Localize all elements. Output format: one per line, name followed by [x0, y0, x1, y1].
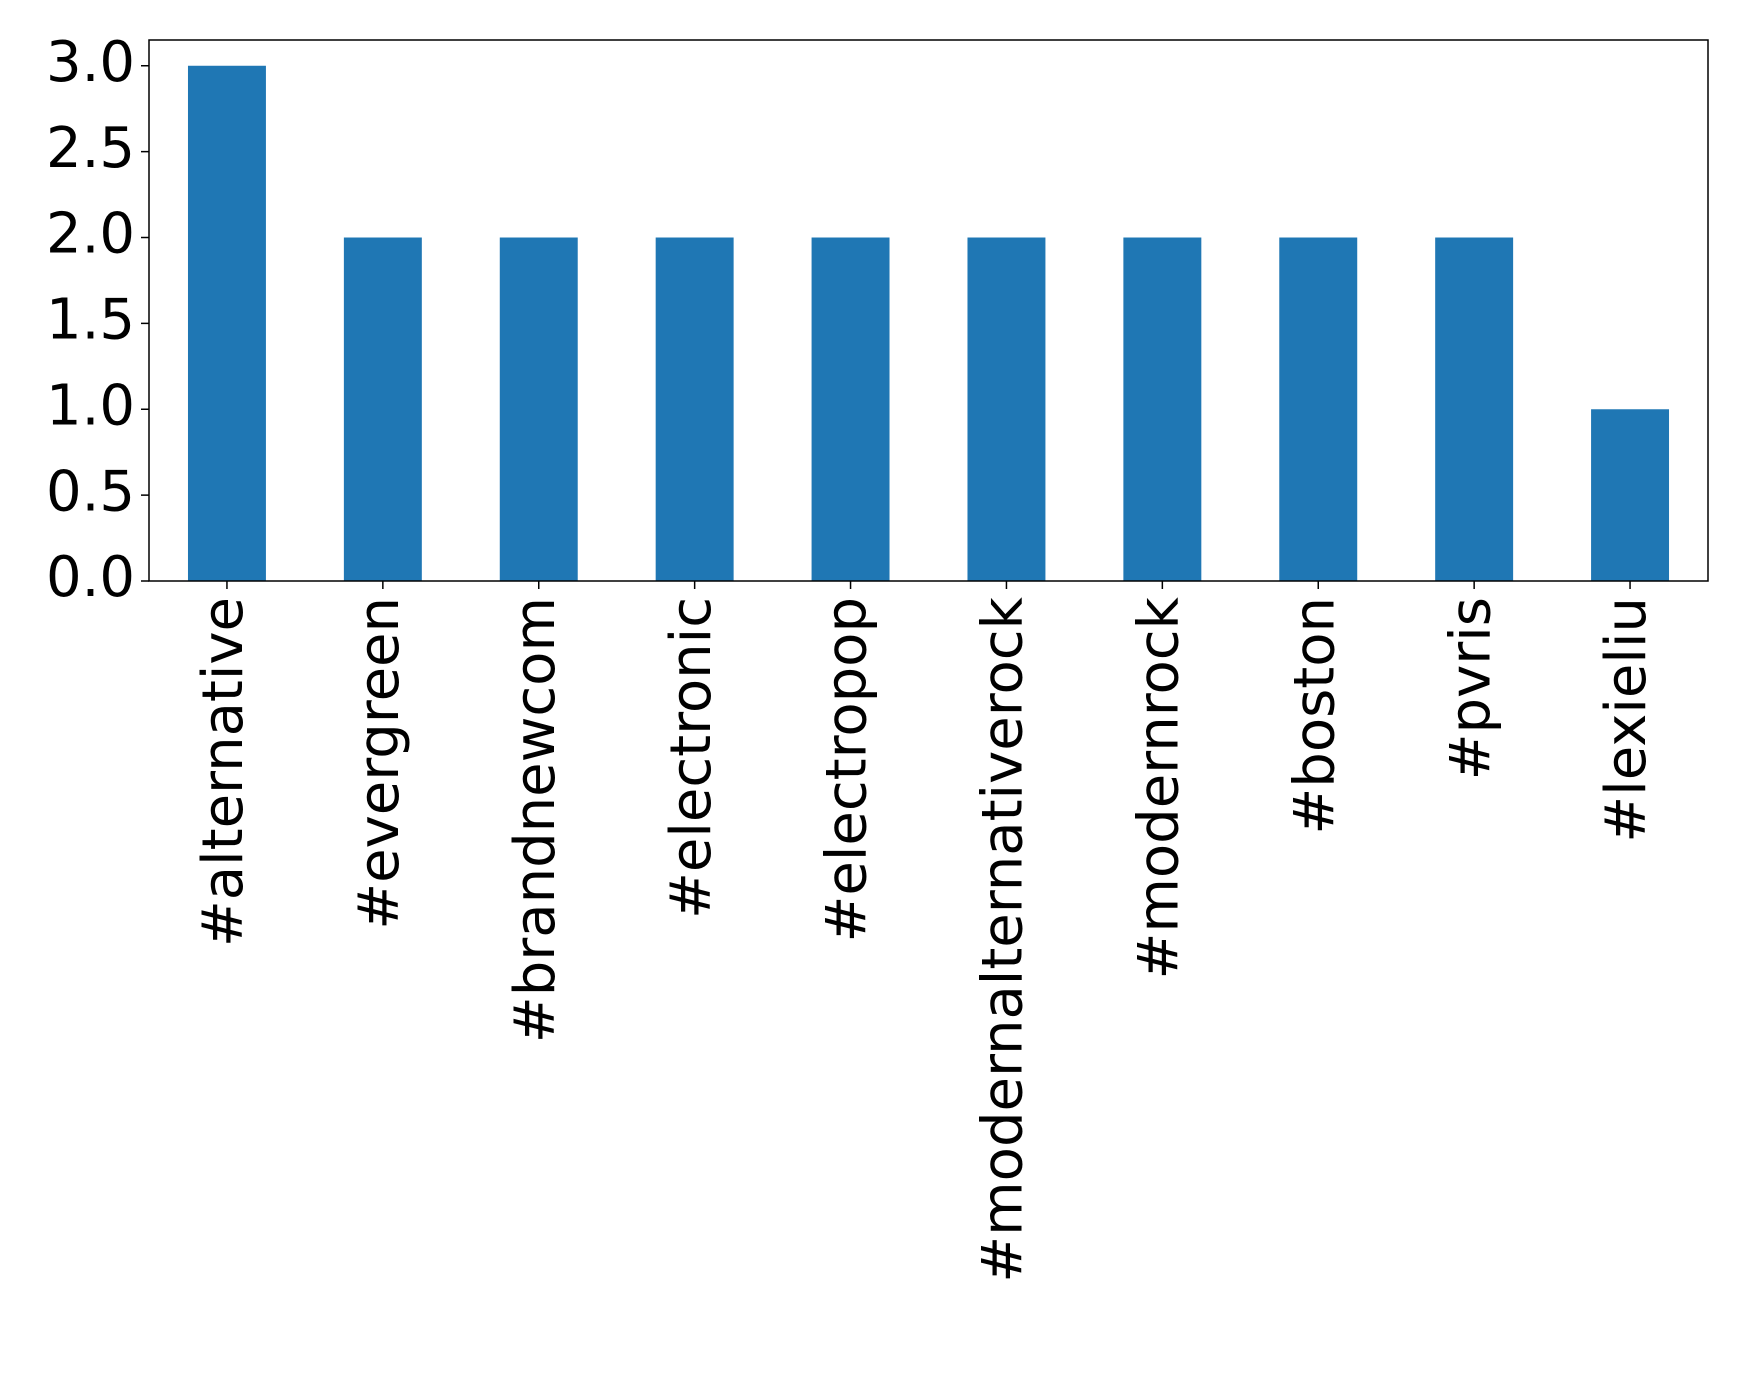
bar [1435, 237, 1514, 581]
bar [967, 237, 1046, 581]
bar [343, 237, 422, 581]
x-tick-label: #modernalternativerock [971, 596, 1036, 1282]
x-tick-label: #brandnewcom [503, 597, 568, 1043]
bar [811, 237, 890, 581]
bar [655, 237, 734, 581]
bar [499, 237, 578, 581]
x-tick-label: #boston [1282, 597, 1347, 835]
x-tick-label: #lexieliu [1594, 597, 1659, 843]
bar [1123, 237, 1202, 581]
x-tick-label: #alternative [191, 597, 256, 947]
bar [1279, 237, 1358, 581]
y-tick-label: 3.0 [46, 30, 135, 95]
x-tick-label: #pvris [1438, 597, 1503, 780]
x-tick-label: #modernrock [1126, 596, 1191, 979]
plot-frame [148, 39, 1709, 582]
x-tick-label: #electropop [815, 597, 880, 943]
x-tick-label: #electronic [659, 597, 724, 919]
x-tick-label: #evergreen [347, 597, 412, 930]
bar [1591, 409, 1670, 581]
y-tick-label: 2.5 [46, 116, 135, 181]
y-tick-label: 1.0 [46, 373, 135, 438]
y-tick-label: 2.0 [46, 202, 135, 267]
y-tick-label: 0.0 [46, 545, 135, 610]
y-tick-label: 0.5 [46, 459, 135, 524]
bar [187, 65, 266, 581]
y-tick-label: 1.5 [46, 288, 135, 353]
